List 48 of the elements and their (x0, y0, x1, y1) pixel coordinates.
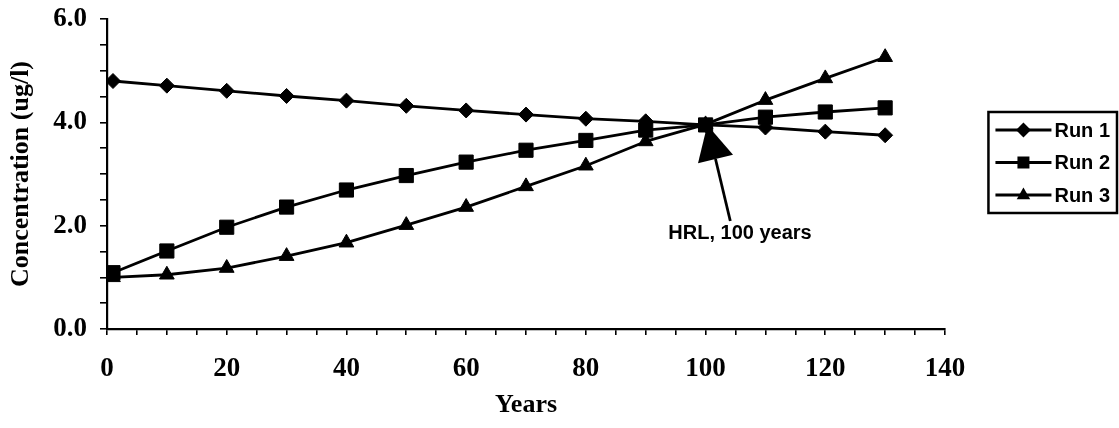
point (458, 198, 474, 212)
y-axis-title: Concentration (ug/l) (5, 60, 35, 288)
y-tick-label: 0.0 (53, 311, 87, 342)
point (518, 142, 534, 158)
legend-label: Run 1 (1054, 118, 1111, 141)
point (817, 104, 833, 120)
point (398, 97, 415, 114)
x-tick-label: 100 (685, 352, 726, 383)
point (518, 177, 534, 192)
point (159, 243, 175, 259)
point (877, 127, 894, 144)
point (458, 102, 475, 119)
point (278, 247, 295, 261)
point (817, 69, 834, 84)
point (159, 265, 175, 280)
point (458, 154, 474, 170)
point (877, 100, 893, 116)
point (219, 219, 235, 235)
point (578, 132, 594, 148)
point (338, 182, 354, 198)
legend-label: Run 3 (1054, 183, 1111, 206)
x-tick-label: 0 (100, 352, 114, 383)
point (218, 82, 235, 99)
point (757, 91, 774, 105)
x-axis-title: Years (494, 389, 558, 419)
x-tick-label: 60 (452, 352, 480, 383)
annotation: HRL, 100 years (668, 220, 812, 243)
point (158, 77, 175, 94)
point (578, 156, 594, 171)
point (518, 106, 534, 123)
x-tick-label: 80 (572, 352, 600, 383)
point (577, 110, 594, 127)
point (278, 87, 295, 104)
x-tick-label: 140 (924, 352, 966, 383)
legend-label: Run 2 (1054, 151, 1111, 174)
point (218, 259, 235, 273)
x-tick-label: 120 (805, 352, 846, 383)
y-tick-label: 4.0 (53, 105, 87, 136)
point (817, 123, 834, 140)
point (338, 233, 355, 248)
point (338, 92, 355, 109)
y-tick-label: 6.0 (53, 1, 87, 32)
point (279, 199, 295, 215)
x-tick-label: 40 (332, 352, 360, 383)
point (398, 167, 414, 184)
y-tick-label: 2.0 (53, 208, 87, 239)
point (398, 216, 415, 230)
x-tick-label: 20 (213, 352, 241, 383)
